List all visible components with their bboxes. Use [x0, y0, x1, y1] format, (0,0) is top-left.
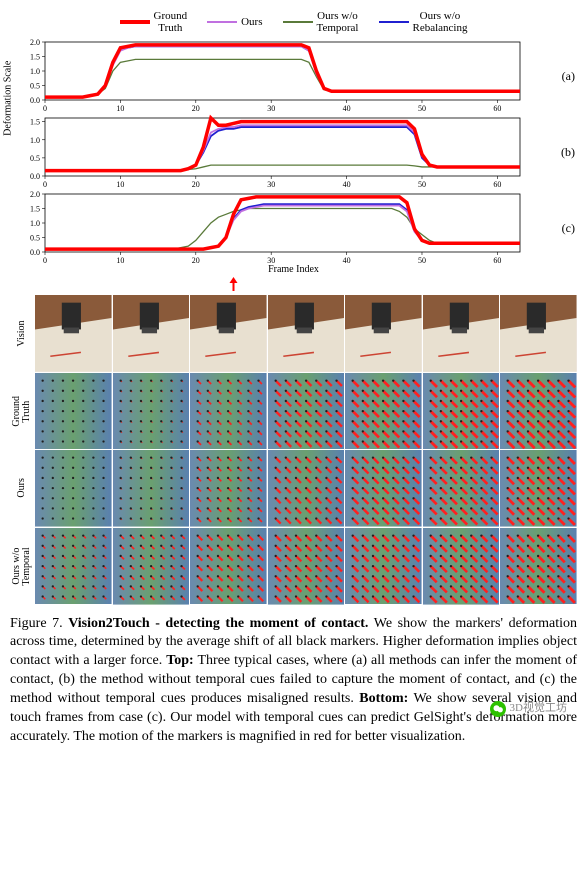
- legend-label: Ours w/oTemporal: [317, 10, 359, 34]
- svg-text:10: 10: [116, 180, 124, 189]
- svg-text:0: 0: [43, 180, 47, 189]
- caption-title: Vision2Touch - detecting the moment of c…: [68, 616, 368, 631]
- legend-item-3: Ours w/oRebalancing: [379, 10, 468, 34]
- svg-text:0.5: 0.5: [30, 82, 40, 91]
- legend-swatch: [120, 20, 150, 24]
- svg-text:1.5: 1.5: [30, 53, 40, 62]
- grid-thumb: [268, 295, 345, 372]
- svg-text:40: 40: [343, 180, 351, 189]
- svg-text:20: 20: [192, 256, 200, 265]
- grid-thumb: [268, 450, 345, 527]
- subplot-a: 0.0 0.5 1.0 1.5 2.0 0 10 20 30 40 50 60 (a): [10, 38, 577, 114]
- svg-text:40: 40: [343, 256, 351, 265]
- grid-thumb: [113, 528, 190, 605]
- svg-text:1.0: 1.0: [30, 219, 40, 228]
- caption-top-label: Top:: [166, 653, 194, 668]
- grid-thumb: [113, 295, 190, 372]
- grid-thumb: [268, 528, 345, 605]
- svg-text:2.0: 2.0: [30, 190, 40, 199]
- panel-label: (a): [562, 69, 575, 84]
- watermark: 3D视觉工坊: [490, 701, 567, 717]
- legend-item-2: Ours w/oTemporal: [283, 10, 359, 34]
- grid-thumb: [500, 528, 577, 605]
- grid-thumb: [190, 450, 267, 527]
- svg-text:0: 0: [43, 256, 47, 265]
- grid-thumb: [423, 528, 500, 605]
- grid-row-label: Ours w/oTemporal: [10, 528, 34, 605]
- svg-text:40: 40: [343, 104, 351, 113]
- grid-row-label: GroundTruth: [10, 373, 34, 450]
- svg-text:30: 30: [267, 104, 275, 113]
- svg-text:0: 0: [43, 104, 47, 113]
- grid-thumb: [500, 450, 577, 527]
- figure-container: GroundTruthOursOurs w/oTemporalOurs w/oR…: [10, 10, 577, 747]
- svg-text:0.5: 0.5: [30, 154, 40, 163]
- svg-text:50: 50: [418, 104, 426, 113]
- grid-thumb: [35, 373, 112, 450]
- figure-caption: Figure 7. Vision2Touch - detecting the m…: [10, 615, 577, 747]
- legend-item-1: Ours: [207, 10, 262, 34]
- grid-thumb: [190, 528, 267, 605]
- grid-thumb: [113, 450, 190, 527]
- grid-thumb: [35, 450, 112, 527]
- legend-swatch: [207, 21, 237, 23]
- svg-text:60: 60: [493, 104, 501, 113]
- panel-label: (c): [562, 221, 575, 236]
- svg-text:50: 50: [418, 180, 426, 189]
- svg-text:0.0: 0.0: [30, 96, 40, 105]
- svg-text:20: 20: [192, 104, 200, 113]
- grid-thumb: [423, 450, 500, 527]
- panel-label: (b): [561, 145, 575, 160]
- grid-thumb: [113, 373, 190, 450]
- chart-legend: GroundTruth Ours Ours w/oTemporal Ours w/oR…: [10, 10, 577, 34]
- legend-label: Ours: [241, 16, 262, 28]
- svg-text:2.0: 2.0: [30, 38, 40, 47]
- svg-text:1.0: 1.0: [30, 136, 40, 145]
- svg-text:20: 20: [192, 180, 200, 189]
- grid-thumb: [345, 295, 422, 372]
- grid-thumb: [190, 373, 267, 450]
- svg-text:0.0: 0.0: [30, 248, 40, 257]
- figure-number: Figure 7.: [10, 616, 63, 631]
- legend-swatch: [379, 21, 409, 23]
- svg-text:0.5: 0.5: [30, 234, 40, 243]
- wechat-icon: [490, 701, 506, 717]
- chart-area: Deformation Scale 0.00.51.01.52.00102030…: [10, 38, 577, 275]
- grid-thumb: [423, 373, 500, 450]
- svg-text:1.5: 1.5: [30, 205, 40, 214]
- grid-thumb: [35, 528, 112, 605]
- grid-thumb: [345, 528, 422, 605]
- grid-thumb: [500, 373, 577, 450]
- grid-row-label: Vision: [10, 295, 34, 372]
- svg-text:10: 10: [116, 256, 124, 265]
- grid-thumb: [35, 295, 112, 372]
- pointer-arrow: [10, 277, 577, 291]
- svg-text:10: 10: [116, 104, 124, 113]
- svg-text:60: 60: [493, 180, 501, 189]
- caption-bottom-label: Bottom:: [359, 691, 408, 706]
- grid-thumb: [500, 295, 577, 372]
- grid-row-label: Ours: [10, 450, 34, 527]
- svg-text:0.0: 0.0: [30, 172, 40, 181]
- watermark-text: 3D视觉工坊: [510, 701, 567, 716]
- subplot-b: 0.0 0.5 1.0 1.5 0 10 20 30 40 50 60 (b): [10, 114, 577, 190]
- legend-label: Ours w/oRebalancing: [413, 10, 468, 34]
- svg-text:50: 50: [418, 256, 426, 265]
- subplot-c: 0.0 0.5 1.0 1.5 2.0 0 10 20 30 40 50 60 (c): [10, 190, 577, 266]
- svg-text:1.5: 1.5: [30, 118, 40, 127]
- grid-thumb: [268, 373, 345, 450]
- grid-thumb: [345, 373, 422, 450]
- svg-text:30: 30: [267, 256, 275, 265]
- legend-label: GroundTruth: [154, 10, 188, 34]
- svg-text:60: 60: [493, 256, 501, 265]
- image-grid: Vision: [10, 295, 577, 604]
- grid-thumb: [190, 295, 267, 372]
- grid-thumb: [345, 450, 422, 527]
- legend-item-0: GroundTruth: [120, 10, 188, 34]
- svg-text:30: 30: [267, 180, 275, 189]
- grid-thumb: [423, 295, 500, 372]
- legend-swatch: [283, 21, 313, 23]
- svg-text:1.0: 1.0: [30, 67, 40, 76]
